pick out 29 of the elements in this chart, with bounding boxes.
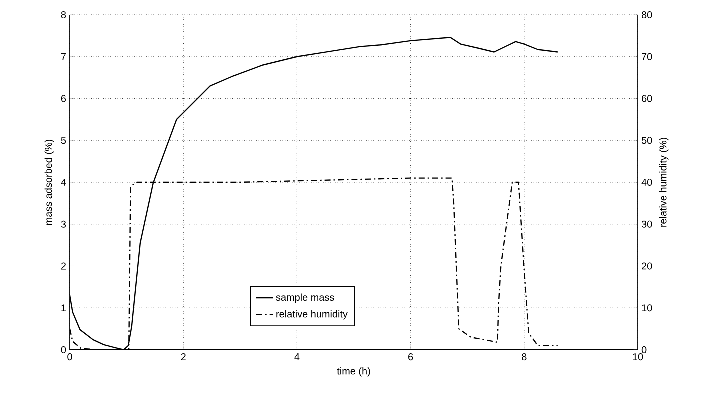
- y2-tick-label: 0: [642, 346, 647, 354]
- y-tick-label: 7: [61, 53, 66, 60]
- y-tick-label: 1: [62, 304, 66, 312]
- y2-tick-label: 80: [642, 11, 652, 19]
- y2-tick-label: 70: [642, 53, 652, 60]
- y2-tick-label: 20: [642, 262, 652, 270]
- y2-tick-label: 60: [642, 95, 652, 102]
- x-tick-label: 6: [408, 354, 414, 361]
- y2-tick-label: 30: [642, 220, 652, 228]
- y-tick-label: 0: [61, 346, 66, 354]
- y2-tick-label: 10: [642, 304, 652, 312]
- x-axis-title: time (h): [337, 367, 370, 377]
- y-tick-label: 6: [61, 95, 66, 102]
- x-tick-label: 2: [181, 354, 186, 360]
- x-tick-label: 10: [633, 354, 644, 361]
- y-tick-label: 5: [61, 137, 66, 144]
- x-tick-label: 4: [294, 354, 300, 360]
- y-tick-label: 3: [61, 220, 66, 228]
- y-tick-label: 2: [61, 262, 66, 270]
- y-tick-label: 4: [61, 179, 66, 186]
- y-axis-title: mass adsorbed (%): [44, 140, 54, 226]
- y-tick-label: 8: [61, 11, 66, 19]
- x-tick-label: 0: [68, 354, 72, 361]
- y2-axis-title: relative humidity (%): [659, 138, 669, 227]
- y2-tick-label: 40: [642, 178, 652, 186]
- legend-label: sample mass: [276, 294, 334, 304]
- y2-tick-label: 50: [642, 137, 652, 144]
- x-tick-label: 8: [522, 354, 527, 361]
- legend-label: relative humidity: [276, 310, 348, 320]
